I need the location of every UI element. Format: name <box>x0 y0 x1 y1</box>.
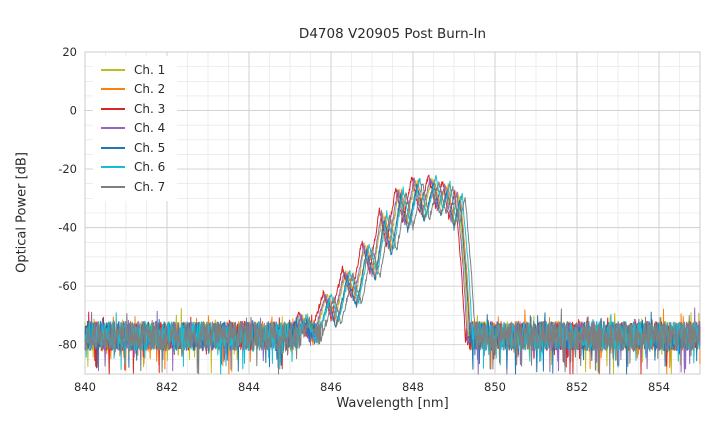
legend-swatch-ch3 <box>101 107 125 110</box>
legend-swatch-ch2 <box>101 88 125 91</box>
legend-label: Ch. 2 <box>134 82 166 97</box>
svg-text:850: 850 <box>484 380 506 394</box>
svg-text:20: 20 <box>62 45 77 59</box>
svg-text:840: 840 <box>74 380 96 394</box>
legend-item-ch7: Ch. 7 <box>101 177 165 197</box>
svg-text:-20: -20 <box>58 162 77 176</box>
legend-swatch-ch5 <box>101 146 125 149</box>
legend-item-ch2: Ch. 2 <box>101 80 165 100</box>
legend-swatch-ch7 <box>101 185 125 188</box>
legend-label: Ch. 3 <box>134 101 166 116</box>
legend-swatch-ch6 <box>101 166 125 169</box>
svg-text:846: 846 <box>320 380 342 394</box>
legend-item-ch5: Ch. 5 <box>101 138 165 158</box>
legend-label: Ch. 7 <box>134 179 166 194</box>
svg-text:848: 848 <box>402 380 424 394</box>
legend-label: Ch. 5 <box>134 140 166 155</box>
chart-title: D4708 V20905 Post Burn-In <box>298 26 487 42</box>
legend-swatch-ch1 <box>101 68 125 71</box>
svg-text:844: 844 <box>238 380 260 394</box>
legend-item-ch6: Ch. 6 <box>101 158 165 178</box>
svg-text:854: 854 <box>648 380 670 394</box>
legend-item-ch4: Ch. 4 <box>101 119 165 139</box>
svg-text:-80: -80 <box>58 338 77 352</box>
legend-item-ch3: Ch. 3 <box>101 99 165 119</box>
legend-item-ch1: Ch. 1 <box>101 60 165 80</box>
legend-swatch-ch4 <box>101 127 125 130</box>
legend-label: Ch. 4 <box>134 121 166 136</box>
x-axis-label: Wavelength [nm] <box>336 396 449 411</box>
svg-text:842: 842 <box>156 380 178 394</box>
legend: Ch. 1 Ch. 2 Ch. 3 Ch. 4 Ch. 5 Ch. 6 Ch. … <box>93 56 178 201</box>
svg-text:0: 0 <box>70 104 77 118</box>
svg-text:-40: -40 <box>58 221 77 235</box>
legend-label: Ch. 1 <box>134 62 166 77</box>
legend-label: Ch. 6 <box>134 160 166 175</box>
svg-text:-60: -60 <box>58 279 77 293</box>
svg-text:852: 852 <box>566 380 588 394</box>
